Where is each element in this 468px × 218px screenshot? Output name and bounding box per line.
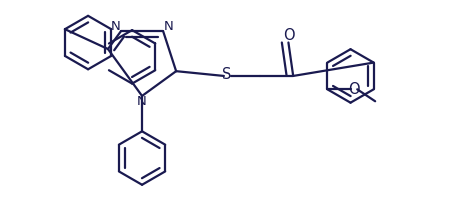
Text: N: N	[137, 95, 147, 108]
Text: O: O	[283, 28, 295, 43]
Text: N: N	[111, 20, 120, 33]
Text: O: O	[349, 82, 360, 97]
Text: S: S	[222, 68, 232, 82]
Text: N: N	[164, 20, 173, 33]
